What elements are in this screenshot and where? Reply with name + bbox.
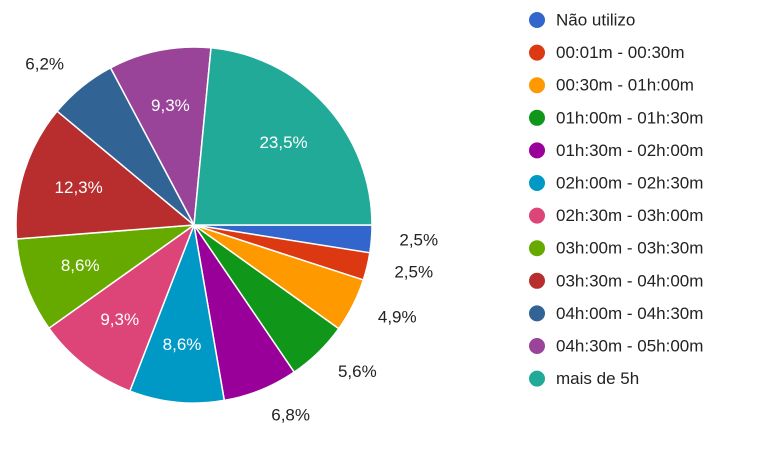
slice-label: 9,3%	[100, 310, 139, 329]
legend-label: mais de 5h	[556, 369, 639, 388]
legend-swatch	[529, 207, 545, 224]
pie-slice	[109, 46, 212, 228]
legend-label: 04h:00m - 04h:30m	[556, 304, 703, 323]
pie-slice	[15, 110, 196, 240]
legend-swatch	[529, 12, 545, 28]
legend-swatch	[529, 77, 545, 94]
slice-label: 12,3%	[55, 178, 103, 197]
legend-label: 00:30m - 01h:00m	[556, 76, 694, 95]
slice-label: 4,9%	[378, 307, 417, 326]
legend-label: 03h:00m - 03h:30m	[556, 239, 703, 258]
pie-slice	[15, 224, 197, 330]
slice-label: 6,2%	[25, 55, 64, 74]
pie-slice	[193, 46, 373, 226]
legend-label: 02h:30m - 03h:00m	[556, 206, 703, 225]
pie-slice	[128, 222, 226, 404]
slice-label: 2,5%	[399, 231, 438, 250]
legend-swatch	[529, 272, 545, 289]
slice-label: 8,6%	[61, 256, 100, 275]
legend-label: Não utilizo	[556, 10, 635, 29]
legend-swatch	[529, 109, 545, 126]
legend-label: 00:01m - 00:30m	[556, 43, 685, 62]
slice-label: 5,6%	[338, 362, 377, 381]
slice-label: 8,6%	[163, 335, 202, 354]
legend-swatch	[529, 175, 545, 191]
legend-label: 01h:00m - 01h:30m	[556, 108, 703, 127]
legend-label: 03h:30m - 04h:00m	[556, 271, 703, 290]
pie-slice	[47, 222, 196, 393]
slice-label: 2,5%	[394, 263, 433, 282]
slice-label: 9,3%	[151, 96, 190, 115]
legend-label: 02h:00m - 02h:30m	[556, 173, 703, 192]
legend-swatch	[529, 44, 545, 61]
slice-label: 6,8%	[271, 405, 310, 424]
legend-label: 04h:30m - 05h:00m	[556, 336, 703, 355]
legend-label: 01h:30m - 02h:00m	[556, 141, 703, 160]
legend-swatch	[529, 142, 545, 159]
legend-swatch	[529, 370, 545, 387]
slice-label: 23,5%	[259, 133, 307, 152]
legend-swatch	[529, 305, 545, 322]
legend-swatch	[529, 240, 545, 257]
legend-swatch	[529, 338, 545, 354]
